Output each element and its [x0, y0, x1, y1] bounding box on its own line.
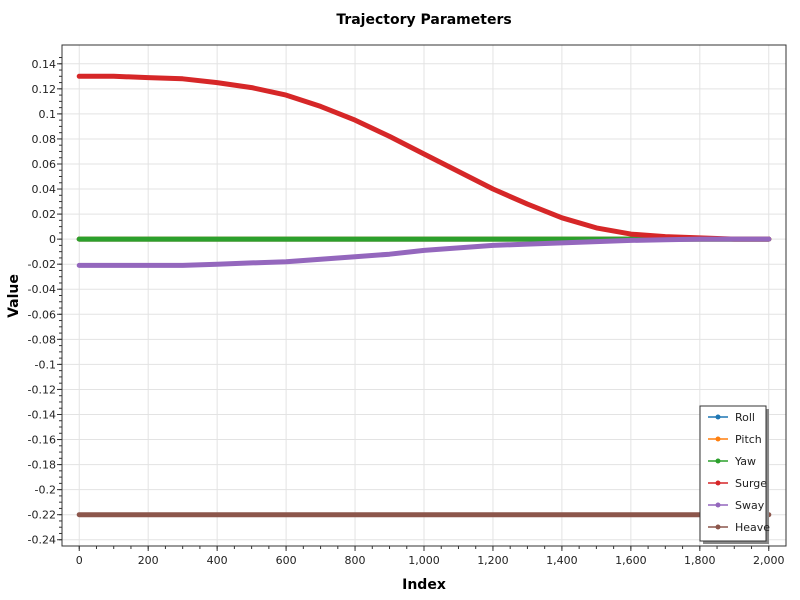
legend-label: Yaw [734, 455, 756, 468]
legend-marker [715, 524, 721, 530]
legend-label: Heave [735, 521, 770, 534]
chart-title: Trajectory Parameters [336, 12, 511, 28]
x-tick-label: 1,800 [684, 554, 716, 567]
x-tick-label: 200 [138, 554, 159, 567]
y-tick-label: 0.04 [32, 183, 57, 196]
x-tick-label: 1,200 [477, 554, 509, 567]
x-tick-label: 0 [76, 554, 83, 567]
series-line-surge [76, 73, 772, 242]
legend-marker [715, 436, 721, 442]
legend: Roll Pitch Yaw Surge Sway Heave [699, 405, 770, 544]
y-tick-label: -0.2 [35, 484, 56, 497]
legend-marker [715, 480, 721, 486]
legend-label: Surge [735, 477, 767, 490]
legend-marker [715, 458, 721, 464]
y-tick-label: -0.02 [28, 258, 56, 271]
x-tick-label: 1,000 [408, 554, 440, 567]
y-tick-label: 0.02 [32, 208, 57, 221]
legend-marker [715, 502, 721, 508]
y-tick-label: -0.22 [28, 509, 56, 522]
y-tick-label: -0.16 [28, 434, 56, 447]
y-tick-label: 0.06 [32, 158, 57, 171]
x-tick-label: 400 [207, 554, 228, 567]
y-tick-label: -0.08 [28, 333, 56, 346]
y-tick-label: 0.14 [32, 58, 57, 71]
legend-label: Sway [735, 499, 765, 512]
y-tick-label: -0.14 [28, 408, 56, 421]
grid [62, 45, 786, 546]
series-group [76, 73, 772, 518]
legend-box [699, 405, 767, 542]
y-tick-label: 0 [49, 233, 56, 246]
y-tick-label: 0.08 [32, 133, 57, 146]
y-tick-label: -0.06 [28, 308, 56, 321]
y-tick-label: 0.12 [32, 83, 57, 96]
y-tick-label: -0.24 [28, 534, 56, 547]
x-tick-label: 600 [276, 554, 297, 567]
legend-label: Pitch [735, 433, 762, 446]
x-axis-title: Index [402, 577, 446, 593]
y-tick-label: 0.1 [39, 108, 57, 121]
series-line-sway [76, 236, 772, 268]
y-tick-label: -0.04 [28, 283, 56, 296]
y-tick-label: -0.1 [35, 358, 56, 371]
x-axis: 0 200 400 600 800 1,000 1,200 1,400 1,600 1,800 2,… [76, 546, 785, 567]
y-axis-title: Value [6, 274, 22, 318]
y-tick-label: -0.12 [28, 383, 56, 396]
x-tick-label: 2,000 [753, 554, 785, 567]
y-axis: 0.14 0.12 0.1 0.08 0.06 0.04 0.02 0 -0.02 -0.04 -0… [28, 57, 62, 547]
legend-marker [715, 414, 721, 420]
legend-label: Roll [735, 411, 755, 424]
x-tick-label: 1,400 [546, 554, 578, 567]
x-tick-label: 1,600 [615, 554, 647, 567]
y-tick-label: -0.18 [28, 459, 56, 472]
x-tick-label: 800 [345, 554, 366, 567]
